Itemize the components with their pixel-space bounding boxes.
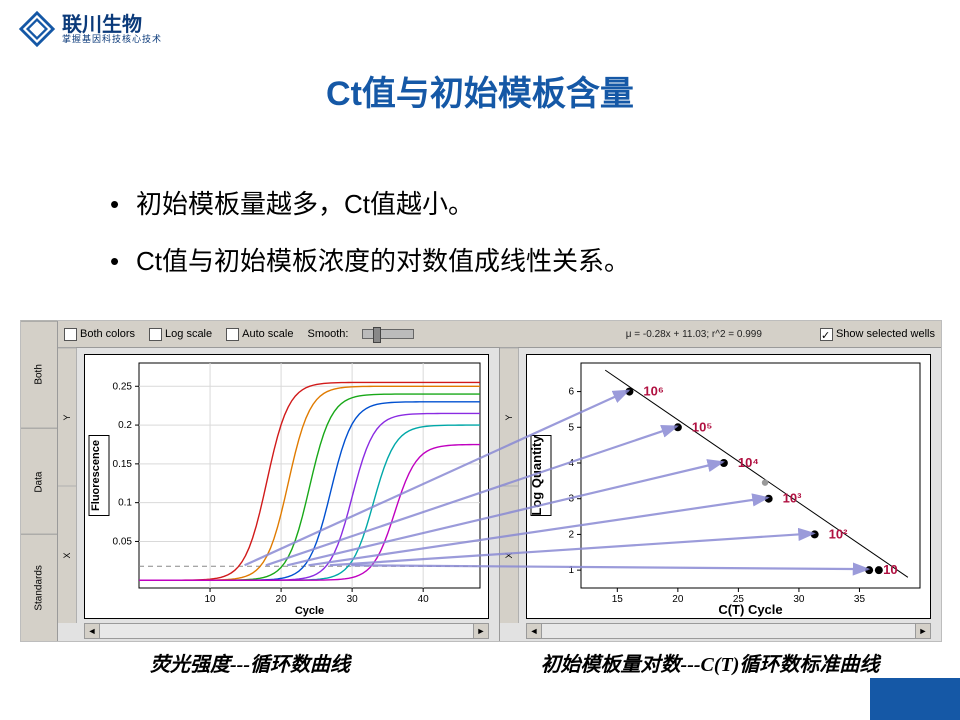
svg-text:35: 35	[854, 594, 866, 605]
chart-captions: 荧光强度---循环数曲线 初始模板量对数---C(T)循环数标准曲线	[20, 648, 940, 677]
svg-text:10: 10	[883, 562, 897, 577]
svg-text:0.25: 0.25	[113, 381, 133, 392]
svg-text:6: 6	[568, 387, 574, 398]
tab-standards[interactable]: Standards	[21, 534, 57, 641]
svg-text:C(T) Cycle: C(T) Cycle	[718, 602, 782, 617]
svg-text:3: 3	[568, 494, 574, 505]
h-scrollbar[interactable]: ◄►	[526, 623, 931, 639]
svg-text:Cycle: Cycle	[295, 605, 324, 617]
svg-text:4: 4	[568, 458, 574, 469]
h-scrollbar[interactable]: ◄►	[84, 623, 489, 639]
svg-text:15: 15	[612, 594, 624, 605]
caption-right: 初始模板量对数---C(T)循环数标准曲线	[480, 648, 940, 677]
smooth-slider[interactable]	[362, 329, 414, 339]
standard-curve-plot-wrap: Y X 1520253035123456C(T) CycleLog Quanti…	[499, 348, 941, 641]
svg-text:0.2: 0.2	[118, 420, 132, 431]
regression-equation: μ = -0.28x + 11.03; r^2 = 0.999	[626, 329, 762, 340]
svg-text:40: 40	[418, 594, 430, 605]
amplification-plot: 10 20 30 40 0.05 0.1 0.15 0.2 0.25 Cycle Fluoresce…	[84, 354, 489, 619]
svg-text:30: 30	[793, 594, 805, 605]
checkbox-both-colors[interactable]: Both colors	[64, 328, 135, 341]
svg-text:10²: 10²	[829, 526, 848, 541]
checkbox-log-scale[interactable]: Log scale	[149, 328, 212, 341]
bullet-item: 初始模板量越多，Ct值越小。	[110, 176, 630, 233]
bullet-list: 初始模板量越多，Ct值越小。 Ct值与初始模板浓度的对数值成线性关系。	[70, 176, 630, 290]
axis-tab-x[interactable]: X	[58, 486, 76, 624]
logo-name: 联川生物	[62, 15, 162, 35]
svg-text:20: 20	[672, 594, 684, 605]
axis-tab-x[interactable]: X	[500, 486, 518, 624]
svg-text:0.05: 0.05	[113, 536, 133, 547]
svg-text:0.1: 0.1	[118, 498, 132, 509]
chart-toolbar: Both colors Log scale Auto scale Smooth:…	[58, 321, 941, 348]
svg-text:10⁴: 10⁴	[738, 455, 759, 470]
tab-both[interactable]: Both	[21, 321, 57, 428]
svg-text:2: 2	[568, 529, 574, 540]
logo-mark-icon	[18, 10, 56, 48]
checkbox-show-wells[interactable]: ✓Show selected wells	[820, 328, 935, 341]
svg-text:5: 5	[568, 422, 574, 433]
svg-text:Fluorescence: Fluorescence	[90, 440, 102, 511]
svg-text:10⁶: 10⁶	[643, 384, 663, 399]
axis-tab-y[interactable]: Y	[58, 348, 76, 486]
corner-decoration	[870, 678, 960, 720]
slide-title: Ct值与初始模板含量	[0, 66, 960, 115]
smooth-label: Smooth:	[308, 328, 349, 340]
amplification-plot-wrap: Y X 10 20 30 40 0.05 0.1 0.15 0.2 0.25 Cycle Fluor…	[58, 348, 499, 641]
charts-panel: Both Data Standards Both colors Log scal…	[20, 320, 942, 642]
svg-text:10⁵: 10⁵	[692, 419, 713, 434]
svg-text:10³: 10³	[783, 491, 802, 506]
logo-tagline: 掌握基因科技核心技术	[62, 35, 162, 44]
svg-text:20: 20	[276, 594, 288, 605]
brand-logo: 联川生物 掌握基因科技核心技术	[18, 10, 162, 48]
caption-left: 荧光强度---循环数曲线	[20, 648, 480, 677]
bullet-item: Ct值与初始模板浓度的对数值成线性关系。	[110, 233, 630, 290]
tab-data[interactable]: Data	[21, 428, 57, 535]
svg-text:0.15: 0.15	[113, 459, 133, 470]
axis-tab-y[interactable]: Y	[500, 348, 518, 486]
standard-curve-plot: 1520253035123456C(T) CycleLog Quantity10…	[526, 354, 931, 619]
svg-text:1: 1	[568, 565, 574, 576]
left-tab-bar: Both Data Standards	[21, 321, 58, 641]
checkbox-auto-scale[interactable]: Auto scale	[226, 328, 293, 341]
svg-text:10: 10	[204, 594, 216, 605]
svg-text:30: 30	[347, 594, 359, 605]
